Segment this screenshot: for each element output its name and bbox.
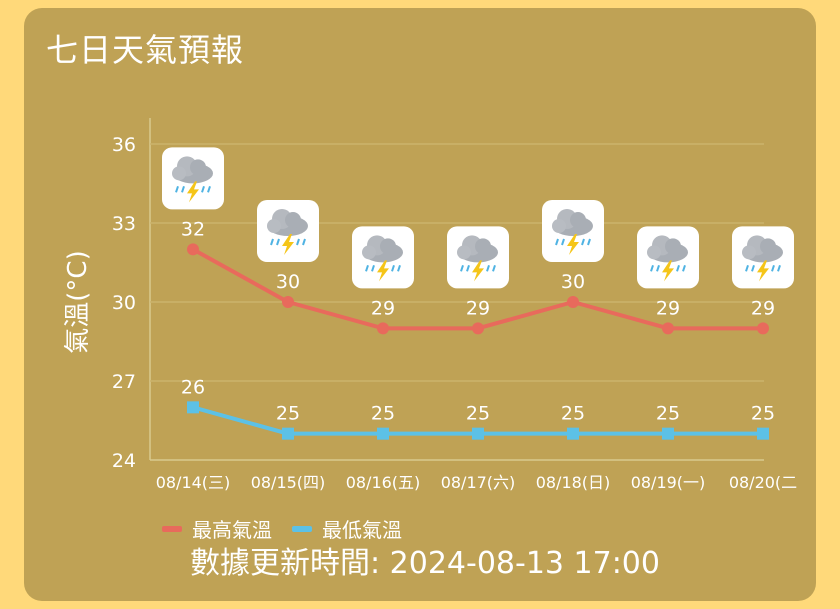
thunderstorm-icon — [352, 226, 414, 289]
thunderstorm-icon — [162, 147, 224, 210]
data-point-max — [567, 296, 579, 308]
legend-label-max: 最高氣溫 — [192, 518, 272, 542]
y-tick-label: 24 — [112, 450, 136, 472]
data-point-min — [662, 427, 674, 440]
legend-item-min: 最低氣溫 — [292, 514, 402, 543]
x-tick-label: 08/20(二 — [729, 473, 797, 492]
x-tick-label: 08/18(日) — [536, 473, 611, 492]
temperature-chart: 24 27 30 33 36 氣溫(°C) 08/14(三) 08/15(四) 08/16(五)… — [63, 118, 797, 492]
thunderstorm-icon — [257, 200, 319, 262]
y-tick-label: 36 — [112, 134, 136, 156]
legend-swatch-min — [292, 525, 312, 532]
data-point-min — [377, 427, 389, 440]
page-title: 七日天氣預報 — [46, 31, 245, 69]
data-point-max — [757, 322, 769, 335]
data-label-min: 25 — [276, 403, 300, 425]
y-axis-label: 氣溫(°C) — [63, 250, 93, 353]
data-label-min: 25 — [561, 403, 585, 425]
data-point-max — [187, 243, 199, 256]
data-label-max: 32 — [181, 218, 205, 240]
data-label-max: 30 — [561, 271, 585, 293]
data-point-min — [567, 427, 579, 440]
legend-label-min: 最低氣溫 — [322, 518, 402, 542]
x-tick-label: 08/16(五) — [346, 473, 421, 492]
thunderstorm-icon — [447, 226, 509, 289]
data-label-max: 30 — [276, 271, 300, 293]
y-tick-label: 33 — [112, 213, 136, 235]
legend-item-max: 最高氣溫 — [162, 514, 272, 543]
data-label-min: 25 — [371, 403, 395, 425]
thunderstorm-icon — [637, 226, 699, 289]
x-tick-label: 08/15(四) — [251, 473, 326, 492]
data-point-max — [377, 322, 389, 335]
x-tick-label: 08/14(三) — [156, 473, 231, 492]
update-timestamp: 數據更新時間: 2024-08-13 17:00 — [190, 546, 660, 581]
data-point-min — [757, 427, 769, 440]
x-tick-label: 08/19(一) — [631, 473, 706, 492]
data-label-max: 29 — [371, 297, 395, 319]
thunderstorm-icon — [542, 200, 604, 262]
data-point-min — [187, 401, 199, 414]
data-point-max — [282, 296, 294, 308]
data-point-min — [472, 427, 484, 440]
data-label-max: 29 — [466, 297, 490, 319]
y-tick-label: 27 — [112, 371, 136, 393]
data-label-min: 26 — [181, 376, 205, 398]
data-point-min — [282, 427, 294, 440]
data-label-max: 29 — [656, 297, 680, 319]
data-label-min: 25 — [656, 403, 680, 425]
y-tick-label: 30 — [112, 292, 136, 314]
x-tick-label: 08/17(六) — [441, 473, 516, 492]
chart-legend: 最高氣溫 最低氣溫 — [162, 514, 402, 543]
data-label-min: 25 — [466, 403, 490, 425]
legend-swatch-max — [162, 525, 182, 532]
thunderstorm-icon — [732, 226, 794, 289]
data-point-max — [662, 322, 674, 335]
data-label-min: 25 — [751, 403, 775, 425]
data-label-max: 29 — [751, 297, 775, 319]
forecast-card: 七日天氣預報 24 27 30 33 36 氣溫(°C) 08/14(三) 08/15(四) 0… — [24, 8, 816, 601]
data-point-max — [472, 322, 484, 335]
